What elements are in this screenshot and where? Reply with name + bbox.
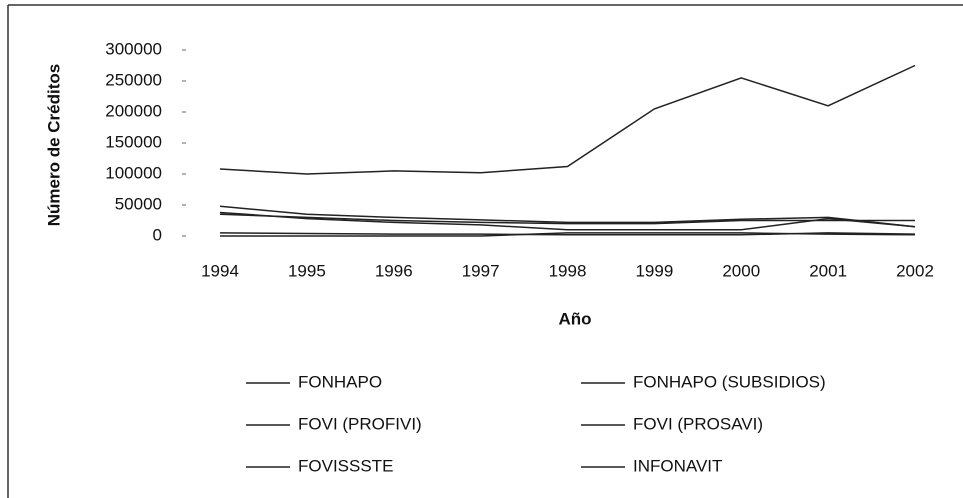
y-tick-label: 100000 [105, 163, 162, 182]
y-tick-label: 150000 [105, 132, 162, 151]
x-tick-label: 1996 [375, 261, 413, 280]
y-axis-label: Número de Créditos [44, 64, 63, 226]
legend-label: FOVI (PROSAVI) [633, 414, 763, 433]
series-line [220, 232, 916, 237]
legend-label: FONHAPO [298, 372, 382, 391]
legend-label: FOVISSSTE [298, 456, 393, 475]
series-line [219, 205, 916, 228]
legend-label: FONHAPO (SUBSIDIOS) [633, 372, 826, 391]
series-line [219, 64, 916, 175]
x-axis-label: Año [558, 309, 591, 328]
y-tick-label: 300000 [105, 39, 162, 58]
y-tick-label: 50000 [115, 194, 162, 213]
x-tick-label: 2000 [722, 261, 760, 280]
series-line [219, 213, 915, 225]
x-tick-label: 1995 [288, 261, 326, 280]
y-tick-label: 250000 [105, 70, 162, 89]
x-tick-label: 1994 [201, 261, 239, 280]
y-tick-label: 0 [153, 225, 162, 244]
legend-label: FOVI (PROFIVI) [298, 414, 422, 433]
x-tick-label: 2002 [896, 261, 934, 280]
x-tick-label: 1998 [549, 261, 587, 280]
series-line [219, 211, 916, 231]
x-tick-label: 2001 [809, 261, 847, 280]
legend-label: INFONAVIT [633, 456, 722, 475]
x-tick-label: 1999 [635, 261, 673, 280]
x-tick-label: 1997 [462, 261, 500, 280]
y-tick-label: 200000 [105, 101, 162, 120]
